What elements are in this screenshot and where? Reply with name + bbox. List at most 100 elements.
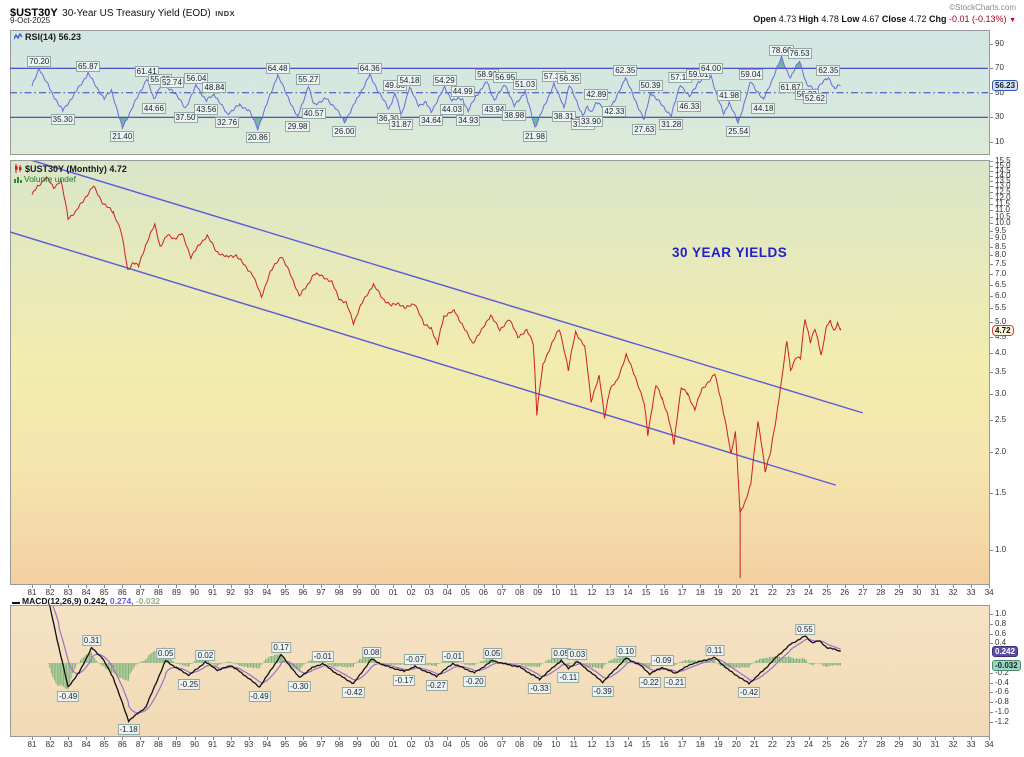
rsi-peak-label: 31.28 [659, 119, 684, 131]
x-axis-year-label: 05 [460, 587, 470, 597]
axis-tick-mark [990, 117, 993, 119]
x-axis-year-label: 82 [45, 587, 55, 597]
price-axis-tick: 12.0 [995, 192, 1011, 202]
x-axis-tick-mark [537, 737, 539, 740]
price-axis-tick: 7.5 [995, 259, 1007, 269]
axis-tick-mark [990, 255, 993, 257]
x-axis-tick-mark [140, 737, 142, 740]
chg-down-triangle-icon[interactable]: ▼ [1009, 17, 1016, 24]
macd-axis-tick: 1.0 [995, 609, 1007, 618]
x-axis-year-label: 97 [316, 739, 326, 749]
axis-tick-mark [990, 216, 993, 218]
exchange-label: INDX [215, 9, 236, 18]
x-axis-tick-mark [158, 737, 160, 740]
open-label: Open [753, 14, 777, 24]
x-axis-year-label: 02 [406, 587, 416, 597]
x-axis-tick-mark [447, 585, 449, 588]
x-axis-year-label: 22 [768, 587, 777, 597]
axis-tick-mark [990, 209, 993, 211]
x-axis-tick-mark [916, 585, 918, 588]
macd-peak-label: -0.33 [528, 682, 551, 694]
x-axis-year-label: 11 [569, 739, 578, 749]
price-axis-tick: 2.5 [995, 415, 1007, 425]
axis-tick-mark [990, 191, 993, 193]
macd-title: MACD(12,26,9) 0.242, 0.274, -0.032 [12, 596, 160, 607]
axis-tick-mark [990, 321, 993, 323]
x-axis-tick-mark [176, 737, 178, 740]
axis-tick-mark [990, 353, 993, 355]
x-axis-tick-mark [790, 737, 792, 740]
x-axis-tick-mark [284, 585, 286, 588]
x-axis-tick-mark [682, 585, 684, 588]
rsi-peak-label: 43.56 [194, 104, 219, 116]
macd-value-badge: 0.242 [992, 646, 1019, 658]
rsi-peak-label: 33.90 [578, 116, 603, 128]
x-axis-tick-mark [375, 737, 377, 740]
x-axis-tick-mark [953, 585, 955, 588]
low-value: 4.67 [861, 14, 880, 24]
macd-peak-label: -0.30 [288, 681, 311, 693]
price-axis-tick: 9.0 [995, 233, 1007, 243]
price-axis-tick: 6.5 [995, 279, 1007, 289]
x-axis-tick-mark [519, 585, 521, 588]
x-axis-year-label: 21 [749, 739, 759, 749]
x-axis-year-label: 16 [659, 587, 669, 597]
x-axis-tick-mark [411, 585, 413, 588]
rsi-title: RSI(14) 56.23 [13, 32, 81, 43]
axis-tick-mark [990, 238, 993, 240]
axis-tick-mark [990, 295, 993, 297]
x-axis-tick-mark [808, 737, 810, 740]
rsi-peak-label: 54.18 [397, 75, 422, 87]
x-axis-tick-mark [573, 737, 575, 740]
x-axis-year-label: 00 [370, 587, 380, 597]
x-axis-year-label: 28 [876, 587, 886, 597]
rsi-axis-tick: 70 [995, 63, 1004, 73]
stockcharts-credit: ©StockCharts.com [949, 3, 1016, 12]
rsi-peak-label: 70.20 [27, 55, 52, 67]
axis-tick-mark [990, 186, 993, 188]
x-axis-year-label: 08 [515, 587, 525, 597]
x-axis-year-label: 95 [280, 587, 290, 597]
price-axis-tick: 10.0 [995, 218, 1011, 228]
x-axis-year-label: 10 [551, 739, 561, 749]
price-axis-tick: 15.5 [995, 156, 1011, 166]
x-axis-tick-mark [483, 737, 485, 740]
macd-peak-label: -0.07 [403, 653, 426, 665]
x-axis-tick-mark [826, 585, 828, 588]
price-panel [10, 160, 990, 585]
axis-tick-mark [990, 721, 993, 723]
x-axis-year-label: 90 [190, 739, 199, 749]
x-axis-year-label: 15 [641, 587, 651, 597]
x-axis-tick-mark [898, 585, 900, 588]
x-axis-tick-mark [429, 585, 431, 588]
x-axis-tick-mark [176, 585, 178, 588]
rsi-peak-label: 41.98 [717, 90, 742, 102]
macd-axis-tick: 0.8 [995, 618, 1007, 628]
x-axis-tick-mark [86, 585, 88, 588]
x-axis-year-label: 20 [731, 739, 741, 749]
macd-peak-label: 0.08 [361, 646, 382, 658]
rsi-peak-label: 51.03 [513, 79, 538, 91]
rsi-peak-label: 21.98 [522, 130, 547, 142]
x-axis-year-label: 83 [63, 587, 73, 597]
x-axis-year-label: 86 [117, 739, 127, 749]
ohlc-quote: Open 4.73 High 4.78 Low 4.67 Close 4.72 … [753, 14, 1016, 24]
x-axis-tick-mark [971, 585, 973, 588]
x-axis-year-label: 31 [930, 587, 940, 597]
x-axis-year-label: 98 [334, 587, 344, 597]
price-axis-tick: 13.5 [995, 175, 1011, 185]
x-axis-year-label: 17 [677, 587, 687, 597]
rsi-value-badge: 56.23 [992, 80, 1019, 92]
x-axis-year-label: 16 [659, 739, 669, 749]
high-value: 4.78 [821, 14, 839, 24]
macd-peak-label: -0.22 [638, 677, 661, 689]
x-axis-year-label: 99 [352, 739, 362, 749]
x-axis-year-label: 33 [966, 739, 976, 749]
x-axis-year-label: 15 [641, 739, 651, 749]
x-axis-tick-mark [302, 585, 304, 588]
x-axis-year-label: 33 [966, 587, 976, 597]
rsi-peak-label: 64.36 [357, 62, 382, 74]
x-axis-year-label: 81 [27, 587, 37, 597]
x-axis-year-label: 25 [822, 587, 832, 597]
x-axis-tick-mark [393, 585, 395, 588]
